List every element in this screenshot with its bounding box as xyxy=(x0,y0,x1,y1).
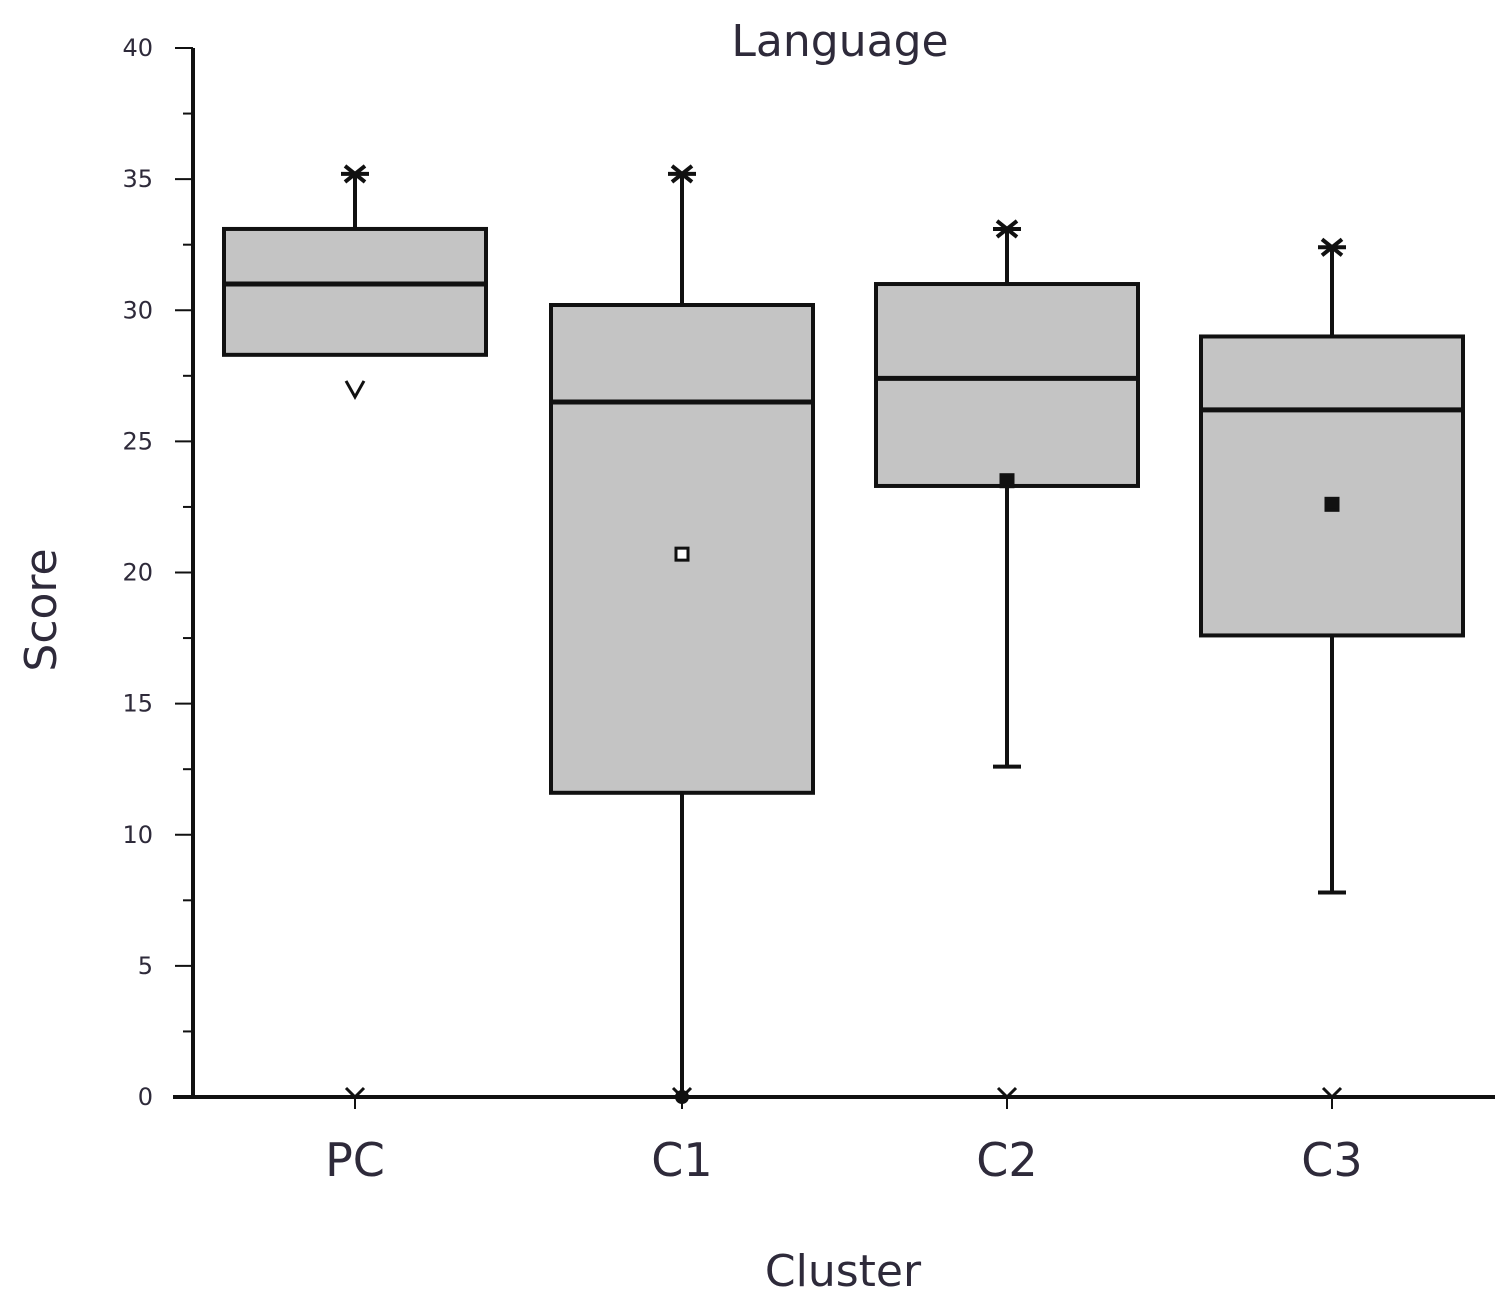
box-group xyxy=(222,164,488,1100)
y-tick-label: 20 xyxy=(122,559,153,587)
axis-marker xyxy=(996,1086,1018,1100)
y-tick-label: 30 xyxy=(122,296,153,324)
box xyxy=(1199,334,1465,638)
y-tick-label: 5 xyxy=(138,952,153,980)
box-group xyxy=(549,164,815,1104)
y-tick-label: 10 xyxy=(122,821,153,849)
mean-marker xyxy=(674,546,690,562)
box xyxy=(874,282,1140,488)
x-tick-label: C1 xyxy=(651,1133,712,1187)
x-tick-label: PC xyxy=(325,1133,385,1187)
max-marker-lower xyxy=(995,226,1019,239)
max-marker-lower xyxy=(1320,244,1344,257)
max-marker-lower xyxy=(670,171,694,184)
chart-title: Language xyxy=(731,16,948,67)
axis-marker xyxy=(1321,1086,1343,1100)
y-axis: 0 5 10 15 20 25 30 35 40 xyxy=(122,34,195,1111)
y-tick-label: 15 xyxy=(122,690,153,718)
y-tick-label: 35 xyxy=(122,165,153,193)
y-tick-label: 0 xyxy=(138,1083,153,1111)
max-marker-lower xyxy=(343,171,367,184)
x-tick-label: C2 xyxy=(976,1133,1037,1187)
mean-marker xyxy=(1324,496,1340,512)
y-tick-label: 40 xyxy=(122,34,153,62)
y-tick-label: 25 xyxy=(122,427,153,455)
plot-area xyxy=(222,164,1465,1104)
mean-marker xyxy=(999,473,1015,489)
x-tick-label: C3 xyxy=(1301,1133,1362,1187)
axis-marker xyxy=(344,1086,366,1100)
y-axis-label: Score xyxy=(16,548,67,671)
box-group xyxy=(874,219,1140,1100)
min-marker xyxy=(344,380,366,400)
axis-marker xyxy=(671,1086,693,1100)
x-axis-label: Cluster xyxy=(765,1246,922,1297)
x-axis: PC C1 C2 C3 xyxy=(173,1095,1495,1187)
box xyxy=(222,226,488,357)
box-group xyxy=(1199,237,1465,1100)
